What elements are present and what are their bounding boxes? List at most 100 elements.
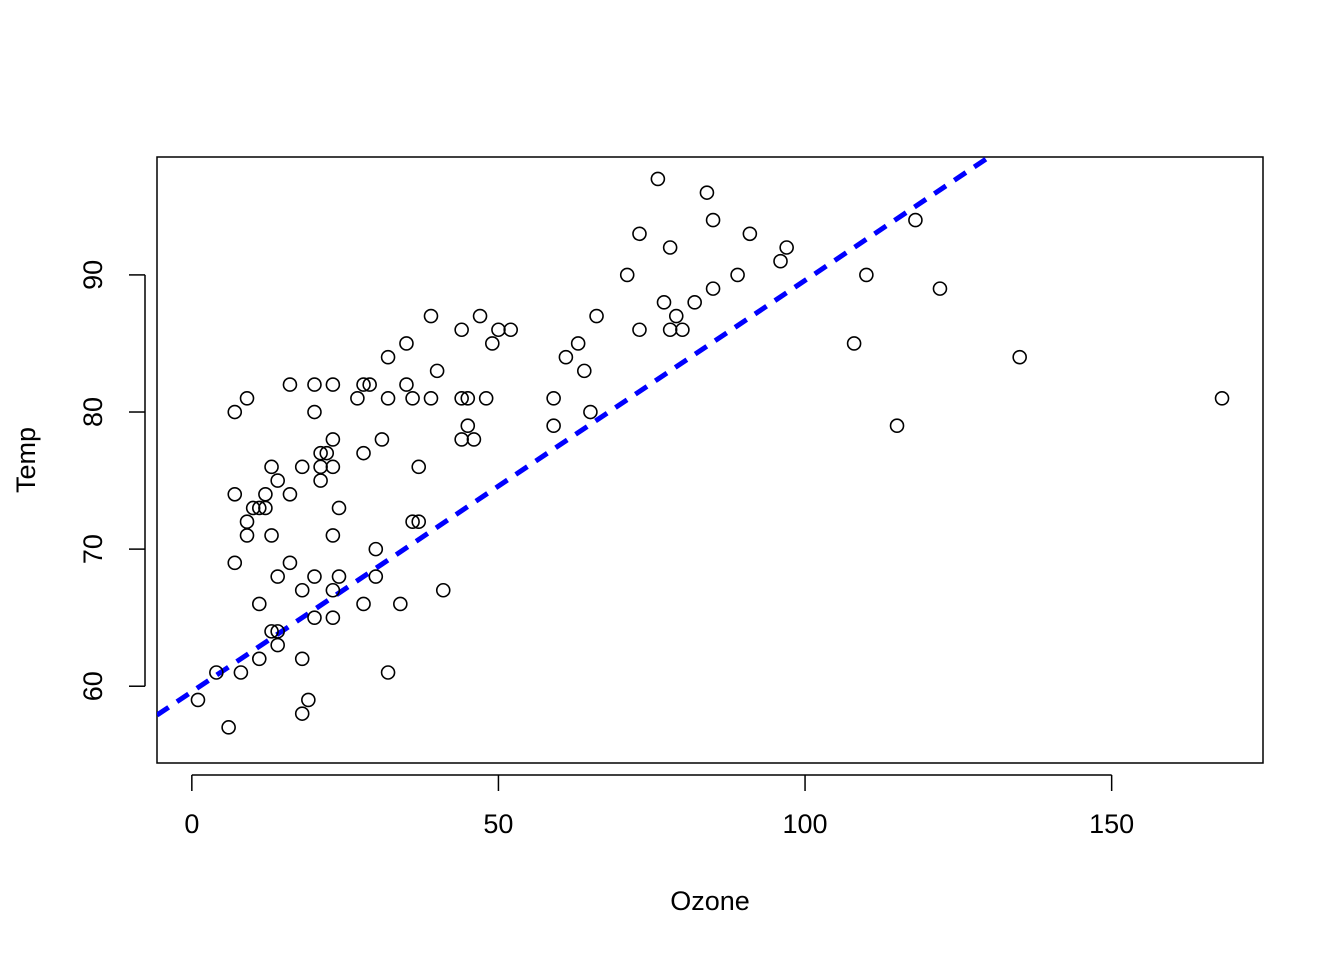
data-point: [485, 336, 500, 351]
data-point: [331, 569, 347, 584]
data-point: [662, 240, 678, 255]
data-point: [675, 322, 690, 338]
data-point: [558, 349, 574, 365]
data-point: [503, 322, 519, 338]
data-point: [325, 528, 341, 543]
data-point: [705, 281, 721, 296]
data-point: [227, 404, 243, 420]
data-point: [294, 651, 310, 667]
data-point: [460, 418, 476, 434]
data-point: [576, 363, 592, 379]
data-point: [282, 377, 298, 392]
data-point: [405, 514, 420, 529]
data-point: [294, 582, 310, 598]
data-point: [423, 308, 439, 324]
data-point: [239, 528, 255, 543]
data-point: [270, 569, 285, 584]
data-point: [319, 445, 335, 461]
data-point: [270, 473, 285, 488]
data-point: [687, 295, 702, 310]
data-point: [368, 569, 384, 584]
data-point: [454, 432, 469, 447]
data-point: [325, 377, 341, 392]
data-point: [350, 391, 365, 406]
data-point: [632, 322, 647, 338]
data-point: [362, 377, 377, 392]
data-point: [325, 459, 341, 475]
data-point: [282, 486, 298, 502]
data-point: [435, 582, 451, 598]
data-point: [583, 404, 598, 420]
data-point: [264, 459, 279, 475]
data-point: [270, 637, 285, 653]
data-point: [399, 377, 414, 392]
data-point: [282, 555, 298, 571]
data-point: [264, 528, 279, 543]
data-point: [190, 692, 206, 708]
x-tick-label: 100: [783, 809, 828, 839]
data-point: [650, 171, 666, 187]
regression-line: [157, 157, 994, 718]
data-point: [846, 336, 862, 351]
data-points: [190, 171, 1230, 735]
data-point: [331, 500, 347, 516]
data-point: [1012, 349, 1027, 365]
data-point: [932, 281, 948, 296]
data-point: [251, 500, 267, 516]
data-point: [258, 500, 273, 516]
data-point: [699, 185, 715, 200]
data-point: [307, 569, 322, 584]
data-point: [313, 459, 328, 475]
data-point: [264, 624, 279, 639]
data-point: [221, 720, 236, 735]
data-point: [313, 473, 328, 488]
data-point: [405, 391, 420, 406]
data-point: [423, 391, 439, 406]
data-point: [307, 377, 322, 392]
data-point: [889, 418, 905, 434]
x-axis-title: Ozone: [670, 886, 750, 916]
data-point: [1214, 391, 1230, 406]
data-point: [393, 596, 408, 612]
data-point: [478, 391, 494, 406]
data-point: [380, 665, 396, 680]
data-point: [294, 706, 310, 721]
y-tick-label: 80: [78, 397, 108, 427]
data-point: [380, 391, 396, 406]
data-point: [307, 404, 322, 420]
data-point: [399, 336, 414, 351]
x-tick-label: 0: [184, 809, 199, 839]
data-point: [374, 432, 390, 447]
data-point: [356, 596, 371, 612]
data-point: [411, 459, 427, 475]
data-point: [460, 391, 476, 406]
data-point: [908, 212, 923, 228]
data-point: [325, 610, 341, 625]
data-point: [632, 226, 647, 242]
data-point: [779, 240, 794, 255]
data-point: [656, 295, 672, 310]
data-point: [325, 582, 341, 598]
data-point: [472, 308, 488, 324]
data-point: [466, 432, 482, 447]
data-point: [239, 391, 255, 406]
data-point: [773, 253, 788, 269]
data-point: [251, 596, 267, 612]
y-axis-title: Temp: [11, 427, 41, 493]
plot-frame: [156, 156, 1264, 764]
data-point: [730, 267, 745, 283]
data-point: [239, 514, 255, 529]
data-point: [589, 308, 604, 324]
data-point: [705, 212, 721, 228]
x-tick-label: 50: [483, 809, 513, 839]
y-tick-label: 60: [78, 671, 108, 701]
data-point: [411, 514, 427, 529]
data-point: [380, 349, 396, 365]
data-point: [325, 432, 341, 447]
x-tick-label: 150: [1089, 809, 1134, 839]
y-tick-label: 70: [78, 534, 108, 564]
data-point: [546, 391, 561, 406]
data-point: [258, 486, 273, 502]
data-point: [301, 692, 316, 708]
